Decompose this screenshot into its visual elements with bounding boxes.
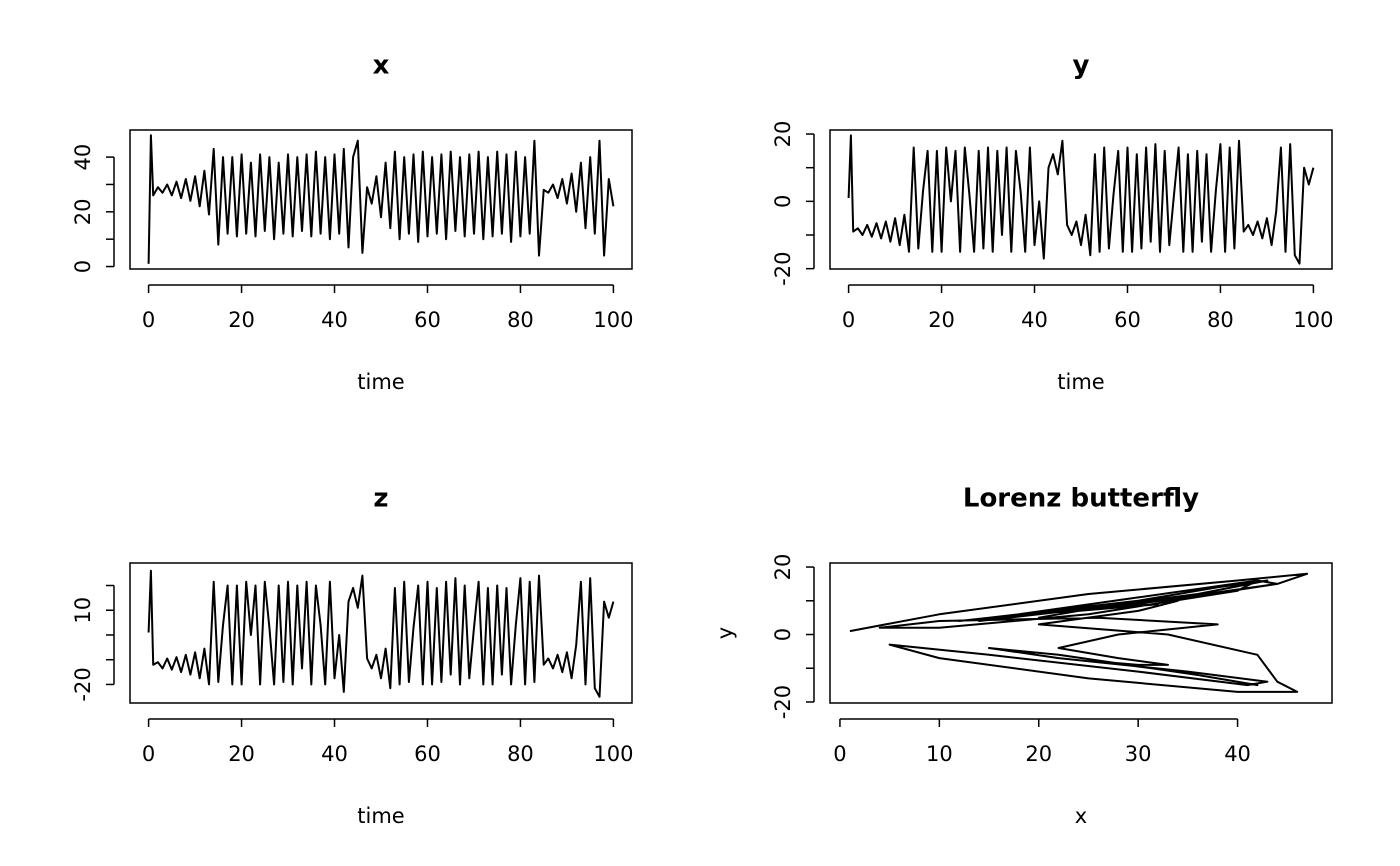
- x-tick-label: 100: [593, 308, 633, 332]
- y-tick-label: -20: [771, 685, 795, 719]
- y-tick-label: 0: [71, 260, 95, 273]
- x-tick-label: 60: [414, 308, 441, 332]
- plot-box: [829, 562, 1333, 704]
- x-tick-label: 80: [1207, 308, 1234, 332]
- data-line: [847, 134, 1315, 265]
- y-tick-label: 20: [771, 121, 795, 148]
- x-tick-label: 60: [414, 742, 441, 766]
- x-tick-label: 10: [926, 742, 953, 766]
- y-tick-label: 40: [71, 144, 95, 171]
- x-tick-label: 80: [507, 742, 534, 766]
- x-tick-label: 20: [928, 308, 955, 332]
- x-axis-label: time: [357, 804, 404, 828]
- y-axis-label: y: [713, 627, 737, 639]
- x-tick-label: 20: [228, 742, 255, 766]
- x-tick-label: 0: [833, 742, 846, 766]
- x-tick-label: 0: [842, 308, 855, 332]
- plot-box: [129, 562, 633, 704]
- data-line: [849, 572, 1309, 693]
- x-axis-label: x: [1075, 804, 1087, 828]
- plot-box: [129, 129, 633, 270]
- x-tick-label: 20: [1025, 742, 1052, 766]
- x-tick-label: 30: [1125, 742, 1152, 766]
- x-tick-label: 20: [228, 308, 255, 332]
- panel-title: x: [373, 51, 390, 81]
- x-tick-label: 60: [1114, 308, 1141, 332]
- plot-box: [829, 129, 1333, 270]
- x-axis-label: time: [1057, 370, 1104, 394]
- panel-title: z: [373, 484, 388, 514]
- y-tick-label: 0: [771, 195, 795, 208]
- panel-title: Lorenz butterfly: [963, 484, 1199, 514]
- data-line: [147, 569, 615, 698]
- y-tick-label: 20: [71, 198, 95, 225]
- x-tick-label: 40: [321, 742, 348, 766]
- x-tick-label: 0: [142, 742, 155, 766]
- panel-title: y: [1073, 51, 1090, 81]
- x-tick-label: 80: [507, 308, 534, 332]
- x-tick-label: 40: [1224, 742, 1251, 766]
- y-tick-label: 0: [771, 628, 795, 641]
- x-tick-label: 100: [593, 742, 633, 766]
- y-tick-label: 10: [71, 597, 95, 624]
- x-tick-label: 100: [1293, 308, 1333, 332]
- x-tick-label: 0: [142, 308, 155, 332]
- y-tick-label: -20: [71, 667, 95, 701]
- x-axis-label: time: [357, 370, 404, 394]
- y-tick-label: -20: [771, 252, 795, 286]
- y-tick-label: 20: [771, 554, 795, 581]
- x-tick-label: 40: [321, 308, 348, 332]
- data-line: [147, 134, 615, 264]
- x-tick-label: 40: [1021, 308, 1048, 332]
